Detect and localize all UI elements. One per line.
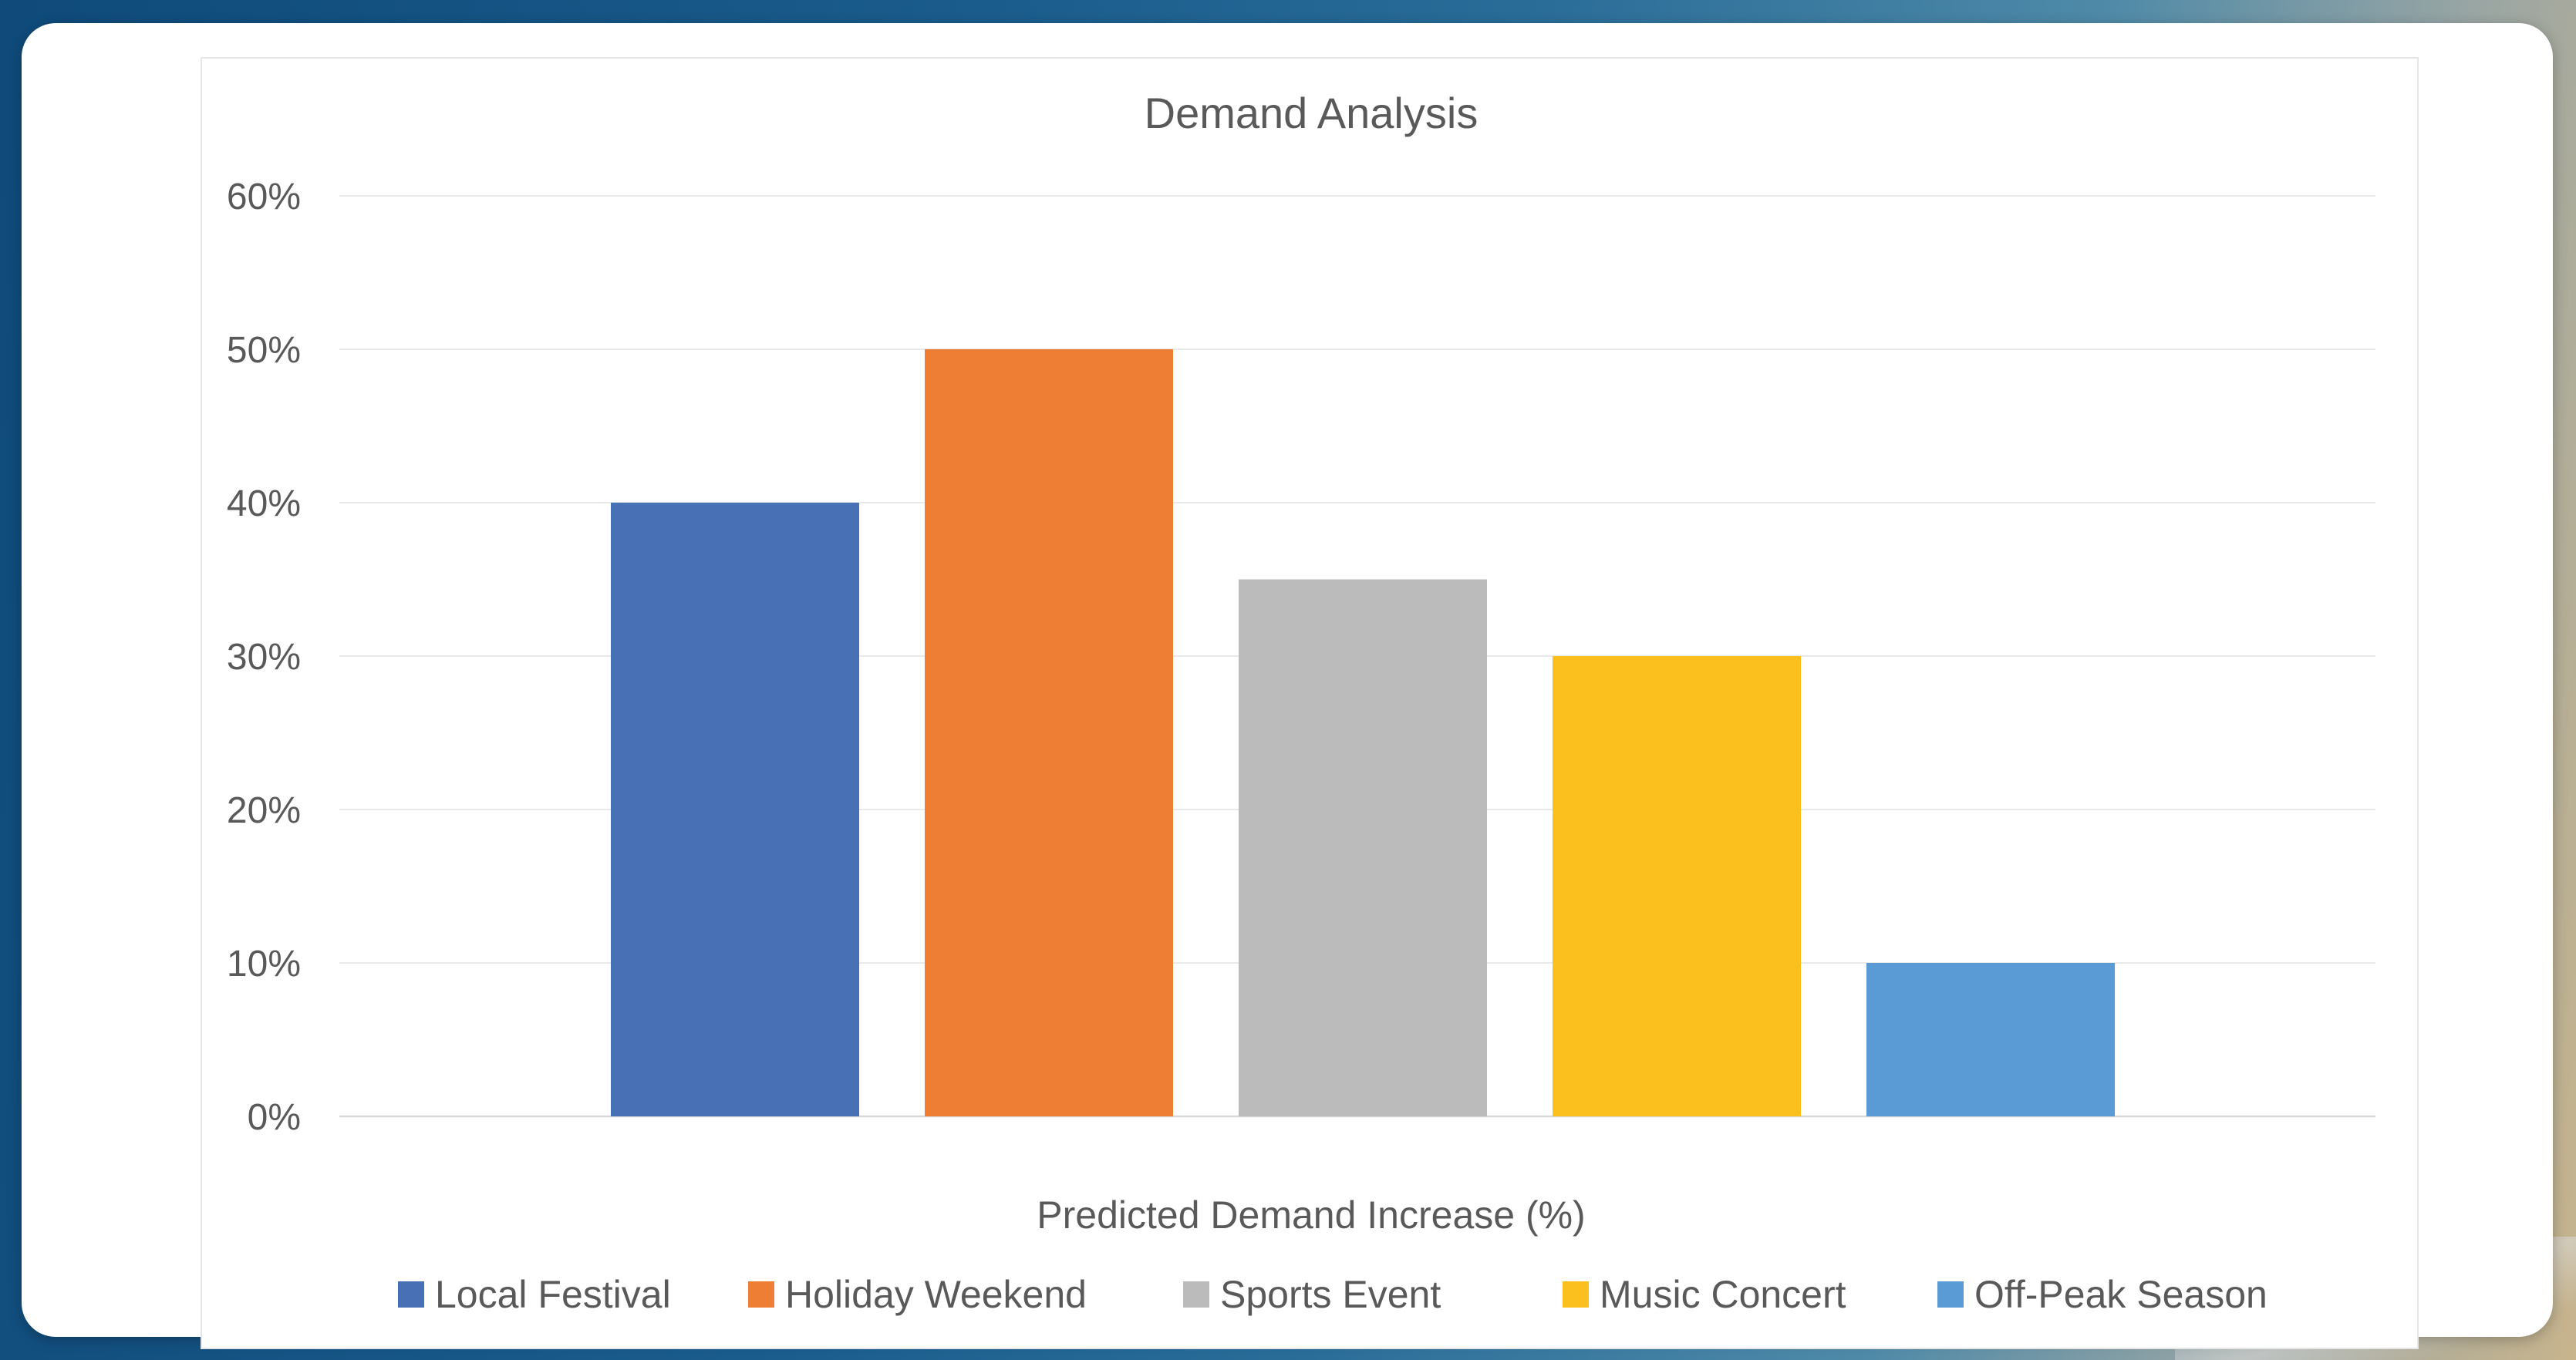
bar-music-concert xyxy=(1553,656,1801,1116)
legend-label: Off-Peak Season xyxy=(1974,1273,2267,1316)
y-tick-label: 40% xyxy=(227,483,301,524)
legend: Local Festival Holiday Weekend Sports Even… xyxy=(398,1273,2267,1316)
legend-label: Holiday Weekend xyxy=(785,1273,1087,1316)
legend-swatch xyxy=(1937,1281,1964,1308)
bar-holiday-weekend xyxy=(925,349,1173,1116)
chart-card: 0% 10% 20% 30% 40% 50% 60% Demand Analysis Pre… xyxy=(22,23,2553,1349)
y-tick-label: 10% xyxy=(227,944,301,985)
y-tick-label: 20% xyxy=(227,790,301,831)
bars xyxy=(611,349,2115,1116)
y-tick-label: 0% xyxy=(248,1097,301,1138)
y-tick-label: 50% xyxy=(227,330,301,371)
y-axis-ticks: 0% 10% 20% 30% 40% 50% 60% xyxy=(227,177,301,1138)
legend-swatch xyxy=(748,1281,774,1308)
legend-swatch xyxy=(1563,1281,1589,1308)
chart-title: Demand Analysis xyxy=(1145,89,1479,137)
x-axis-label: Predicted Demand Increase (%) xyxy=(1037,1193,1585,1237)
legend-label: Local Festival xyxy=(435,1273,671,1316)
bar-off-peak-season xyxy=(1866,963,2115,1116)
y-tick-label: 30% xyxy=(227,637,301,678)
legend-label: Sports Event xyxy=(1220,1273,1441,1316)
bar-chart: 0% 10% 20% 30% 40% 50% 60% Demand Analysis Pre… xyxy=(227,89,2375,1316)
legend-swatch xyxy=(1183,1281,1209,1308)
legend-swatch xyxy=(398,1281,424,1308)
bar-sports-event xyxy=(1239,579,1487,1116)
chart-area: 0% 10% 20% 30% 40% 50% 60% Demand Analysis Pre… xyxy=(201,57,2419,1349)
legend-label: Music Concert xyxy=(1600,1273,1846,1316)
bar-local-festival xyxy=(611,503,859,1116)
y-tick-label: 60% xyxy=(227,177,301,217)
